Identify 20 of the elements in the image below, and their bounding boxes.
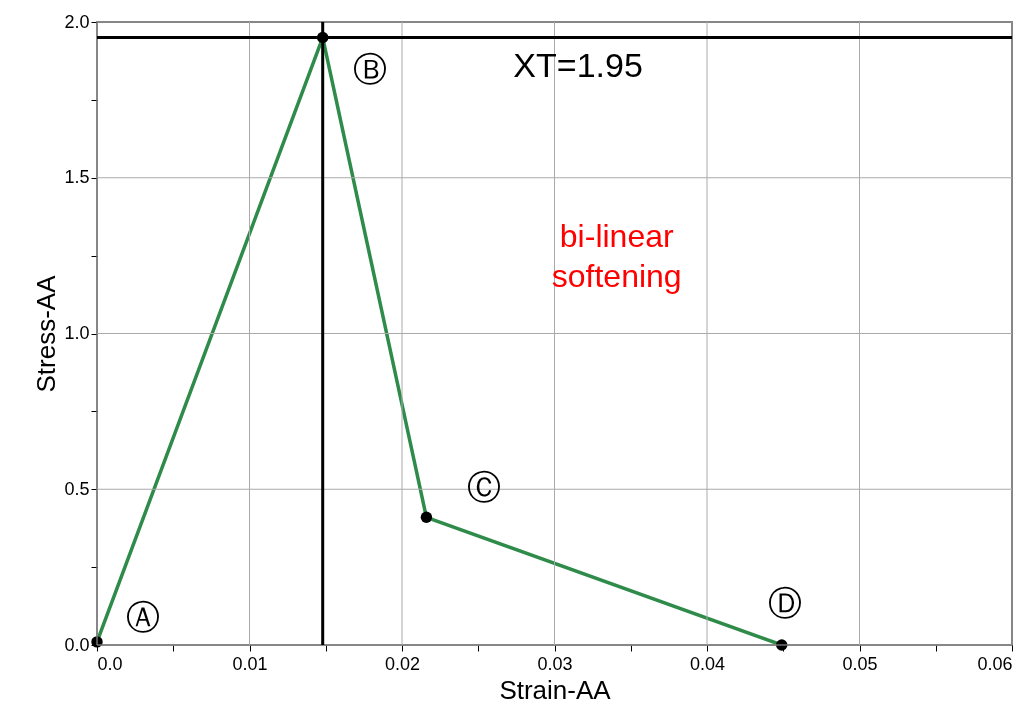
y-axis-title: Stress-AA [31, 274, 62, 393]
y-tick-label: 1.0 [64, 323, 90, 343]
ref-line-label: XT=1.95 [513, 45, 643, 84]
annotation: Ⓒ [467, 467, 502, 508]
y-tick-label: 1.5 [64, 167, 90, 188]
annotation: Ⓓ [767, 583, 802, 623]
x-tick-label: 0.02 [384, 653, 421, 674]
x-tick-label: 0.05 [842, 653, 878, 674]
y-tick-label: 0.0 [64, 634, 90, 655]
x-tick-label: 0.01 [232, 653, 268, 674]
x-tick-label: 0.06 [977, 653, 1013, 674]
x-tick-label: 0.03 [537, 653, 573, 674]
annotation: Ⓑ [352, 48, 387, 89]
annotation: Ⓐ [126, 596, 160, 637]
x-tick-label: 0.04 [689, 653, 726, 674]
y-tick-label: 2.0 [64, 11, 90, 32]
annotation: bi-linear softening [551, 217, 682, 294]
x-tick-label: 0.0 [97, 653, 123, 674]
x-axis-title: Strain-AA [499, 674, 612, 705]
y-tick-label: 0.5 [64, 478, 90, 499]
